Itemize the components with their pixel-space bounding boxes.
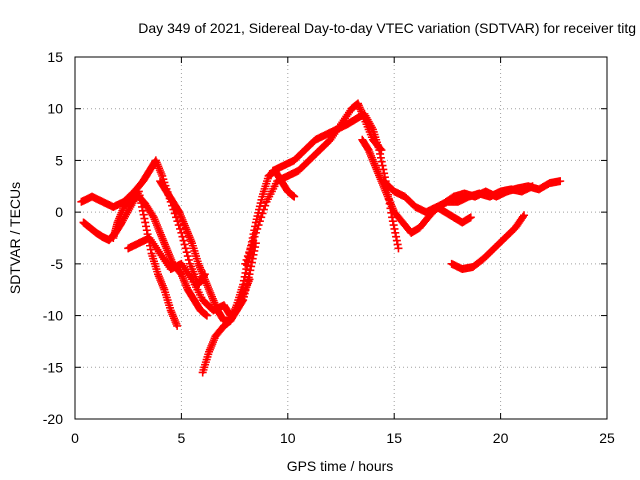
data-point-marker	[518, 212, 527, 221]
y-tick-label: 15	[47, 49, 63, 65]
y-tick-label: 5	[55, 152, 63, 168]
plot-frame	[74, 56, 608, 420]
series-track-3	[109, 192, 211, 320]
y-tick-label: 10	[47, 101, 63, 117]
y-axis-label: SDTVAR / TECUs	[7, 182, 23, 294]
data-point-marker	[249, 236, 258, 245]
data-point-marker	[394, 244, 403, 253]
data-point-marker	[241, 259, 250, 268]
axis-ticks: 0 5 10 15 20 25 -20 -15 -10 -5 0 5 10 15	[43, 49, 615, 446]
series-track-11	[447, 211, 529, 274]
data-point-marker	[181, 244, 190, 253]
data-point-marker	[261, 201, 270, 210]
data-point-marker	[179, 236, 188, 245]
data-point-marker	[255, 217, 264, 226]
x-tick-label: 5	[178, 430, 186, 446]
series-track-12	[428, 177, 565, 217]
data-point-marker	[180, 240, 189, 249]
x-tick-label: 0	[71, 430, 79, 446]
x-tick-label: 25	[599, 430, 615, 446]
data-point-marker	[246, 244, 255, 253]
data-point-marker	[258, 209, 267, 218]
chart-title: Day 349 of 2021, Sidereal Day-to-day VTE…	[138, 20, 636, 36]
data-point-marker	[251, 228, 260, 237]
y-tick-label: -5	[51, 256, 64, 272]
data-point-marker	[290, 192, 299, 201]
y-tick-label: -15	[43, 359, 63, 375]
data-point-marker	[173, 321, 182, 330]
data-point-marker	[250, 232, 259, 241]
data-point-marker	[183, 252, 192, 261]
data-point-marker	[253, 224, 262, 233]
data-point-marker	[257, 213, 266, 222]
data-point-marker	[247, 240, 256, 249]
data-point-marker	[202, 311, 211, 320]
data-point-marker	[184, 255, 193, 264]
x-tick-label: 15	[386, 430, 402, 446]
y-tick-label: -20	[43, 411, 63, 427]
data-point-marker	[254, 221, 263, 230]
y-tick-label: -10	[43, 308, 63, 324]
data-point-marker	[556, 177, 565, 186]
x-axis-label: GPS time / hours	[287, 458, 394, 474]
x-tick-label: 10	[280, 430, 296, 446]
data-point-marker	[259, 205, 268, 214]
data-point-marker	[178, 232, 187, 241]
data-point-marker	[242, 255, 251, 264]
data-point-marker	[148, 211, 157, 220]
y-tick-label: 0	[55, 204, 63, 220]
data-points	[77, 99, 565, 377]
data-point-marker	[245, 275, 254, 284]
data-point-marker	[182, 248, 191, 257]
data-point-marker	[243, 252, 252, 261]
series-track-6	[198, 166, 299, 377]
data-point-marker	[245, 248, 254, 257]
data-point-marker	[520, 211, 529, 220]
data-point-marker	[466, 213, 475, 222]
x-tick-label: 20	[493, 430, 509, 446]
